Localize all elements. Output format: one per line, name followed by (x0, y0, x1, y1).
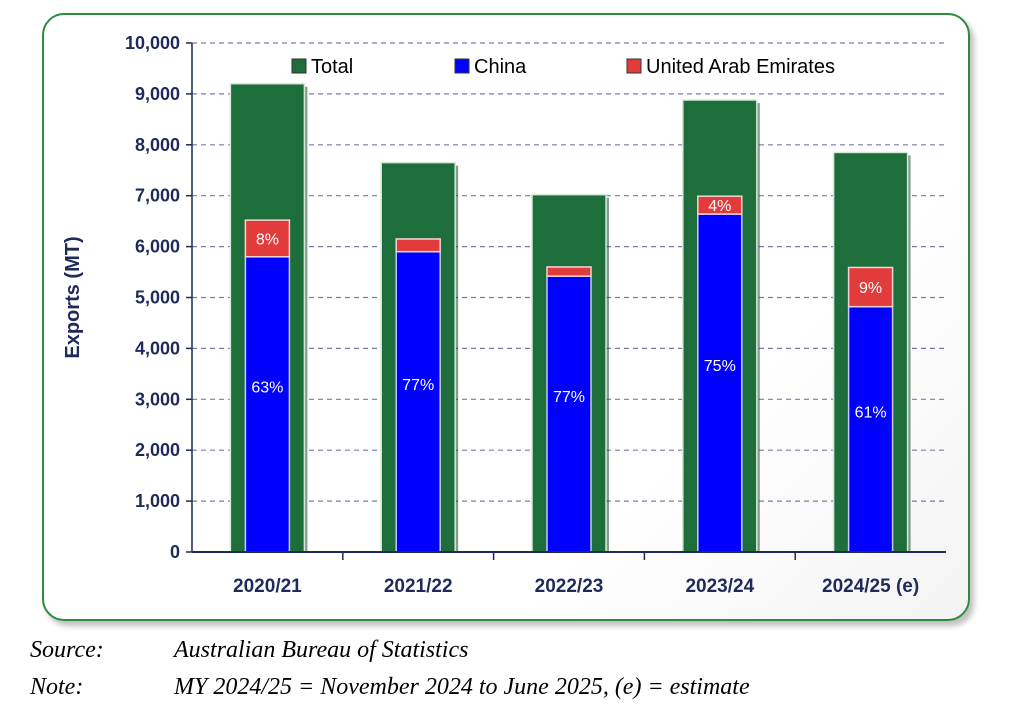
y-tick-label: 6,000 (135, 237, 180, 257)
china-bar (395, 250, 441, 553)
axes: 0 1,000 2,000 3,000 4,000 5,000 6,000 7,000 8,00… (62, 33, 946, 562)
note-text: MY 2024/25 = November 2024 to June 2025,… (174, 674, 750, 700)
y-tick-label: 8,000 (135, 135, 180, 155)
china-share-label: 61% (855, 404, 887, 421)
legend-label: China (474, 56, 527, 78)
china-bar (244, 256, 291, 553)
y-tick-label: 9,000 (135, 84, 180, 104)
uae-bar (847, 266, 894, 308)
uae-share-label: 4% (708, 198, 731, 215)
legend-label: United Arab Emirates (646, 56, 835, 78)
x-tick-label: 2022/23 (535, 576, 604, 597)
x-tick-label: 2021/22 (384, 576, 453, 597)
x-tick-label: 2024/25 (e) (822, 576, 919, 597)
uae-bar (546, 266, 592, 277)
uae-share-label: 8% (256, 231, 279, 248)
note-label: Note: (30, 674, 84, 700)
y-tick-label: 2,000 (135, 440, 180, 460)
bar-chart: 0 1,000 2,000 3,000 4,000 5,000 6,000 7,000 8,00… (62, 33, 946, 597)
x-tick-label: 2023/24 (685, 576, 754, 597)
uae-share-label: 9% (859, 280, 882, 297)
chart-frame (42, 13, 970, 621)
legend-label: Total (311, 56, 353, 78)
china-bar (697, 213, 743, 553)
y-tick-label: 3,000 (135, 389, 180, 409)
legend-swatch (454, 58, 470, 74)
china-share-label: 77% (553, 389, 585, 406)
bars (229, 82, 911, 553)
y-tick-label: 7,000 (135, 186, 180, 206)
legend-swatch (291, 58, 307, 74)
uae-bar (244, 219, 291, 258)
legend: Total China United Arab Emirates (291, 56, 835, 78)
uae-bar (697, 195, 743, 215)
y-tick-label: 10,000 (125, 33, 180, 53)
source-text: Australian Bureau of Statistics (174, 637, 469, 663)
china-share-label: 77% (402, 377, 434, 394)
y-tick-label: 1,000 (135, 491, 180, 511)
y-tick-label: 0 (170, 542, 180, 562)
china-share-label: 75% (704, 358, 736, 375)
china-bar (546, 275, 592, 553)
labels: 63% 8% 2020/21 77% 2021/22 77% 2022/23 75% 4% 202… (233, 198, 919, 597)
y-axis-label: Exports (MT) (62, 236, 84, 358)
uae-bar (395, 238, 441, 253)
x-tick-label: 2020/21 (233, 576, 302, 597)
y-tick-label: 5,000 (135, 288, 180, 308)
china-share-label: 63% (251, 379, 283, 396)
source-label: Source: (30, 637, 104, 663)
y-tick-label: 4,000 (135, 338, 180, 358)
source-note: Source: Australian Bureau of Statistics (30, 637, 468, 664)
china-bar (847, 305, 894, 553)
estimate-note: Note: MY 2024/25 = November 2024 to June … (30, 674, 750, 701)
legend-swatch (626, 58, 642, 74)
